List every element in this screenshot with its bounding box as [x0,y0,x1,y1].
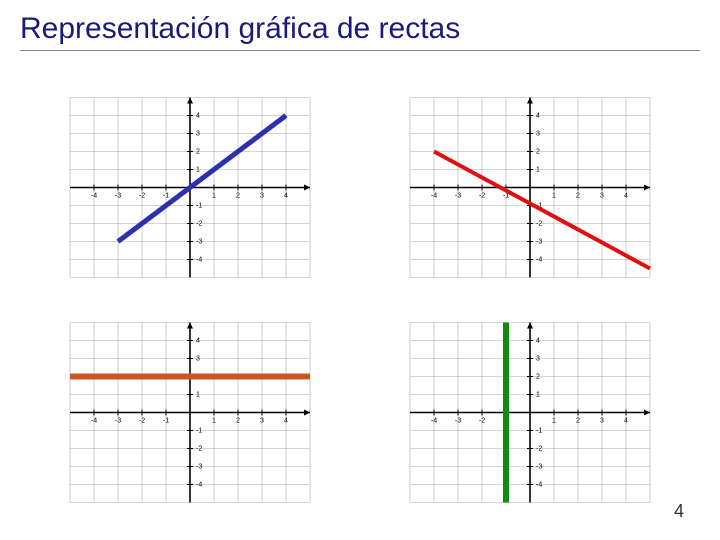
svg-text:4: 4 [196,113,200,120]
svg-text:2: 2 [536,149,540,156]
svg-text:1: 1 [212,418,216,425]
svg-text:4: 4 [284,418,288,425]
svg-text:-4: -4 [431,193,437,200]
svg-text:-4: -4 [196,482,202,489]
svg-text:1: 1 [536,167,540,174]
svg-text:-2: -2 [536,446,542,453]
svg-text:3: 3 [600,193,604,200]
svg-text:3: 3 [196,356,200,363]
svg-text:-3: -3 [536,239,542,246]
svg-text:4: 4 [536,113,540,120]
svg-text:1: 1 [196,392,200,399]
svg-text:-3: -3 [196,239,202,246]
svg-text:4: 4 [536,338,540,345]
coordinate-plane: -4-3-2-11234-4-3-2-11234 [400,305,660,520]
svg-text:-1: -1 [163,418,169,425]
svg-text:-2: -2 [139,193,145,200]
svg-text:-3: -3 [455,193,461,200]
svg-text:-1: -1 [196,203,202,210]
svg-text:3: 3 [196,131,200,138]
svg-text:-4: -4 [91,418,97,425]
slide-number: 4 [674,501,684,522]
charts-grid: -4-3-2-11234-4-3-2-11234 -4-3-2-11234-4-… [0,80,720,520]
svg-text:-1: -1 [163,193,169,200]
svg-text:1: 1 [536,392,540,399]
svg-text:3: 3 [536,356,540,363]
svg-text:1: 1 [212,193,216,200]
svg-text:-1: -1 [196,428,202,435]
svg-text:1: 1 [552,418,556,425]
svg-text:-3: -3 [115,418,121,425]
chart-top-left: -4 -3 -2 -1 1 2 3 4 -4 -3 -2 -1 1 2 3 4 [60,80,320,295]
svg-text:3: 3 [260,418,264,425]
svg-text:2: 2 [196,149,200,156]
svg-text:-3: -3 [536,464,542,471]
svg-text:-2: -2 [139,418,145,425]
plotted-line [434,152,650,269]
svg-text:-4: -4 [196,257,202,264]
svg-text:3: 3 [536,131,540,138]
chart-top-right: -4-3-2-11234-4-3-2-11234 [400,80,660,295]
svg-text:2: 2 [236,193,240,200]
svg-text:1: 1 [196,167,200,174]
svg-text:4: 4 [196,338,200,345]
svg-text:2: 2 [576,193,580,200]
coordinate-plane: -4-3-2-11234-4-3-2-11234 [400,80,660,295]
svg-text:-1: -1 [536,428,542,435]
coordinate-plane: -4-3-2-11234-4-3-2-11234 [60,305,320,520]
svg-text:-2: -2 [196,446,202,453]
svg-text:-2: -2 [196,221,202,228]
svg-text:4: 4 [624,193,628,200]
svg-text:-3: -3 [455,418,461,425]
svg-text:2: 2 [236,418,240,425]
svg-text:-4: -4 [431,418,437,425]
svg-text:3: 3 [260,193,264,200]
svg-text:-2: -2 [479,193,485,200]
coordinate-plane: -4 -3 -2 -1 1 2 3 4 -4 -3 -2 -1 1 2 3 4 [60,80,320,295]
svg-text:3: 3 [600,418,604,425]
svg-text:2: 2 [576,418,580,425]
page-title: Representación gráfica de rectas [20,12,700,51]
svg-text:4: 4 [284,193,288,200]
svg-text:-4: -4 [536,482,542,489]
svg-text:-4: -4 [91,193,97,200]
chart-bottom-right: -4-3-2-11234-4-3-2-11234 [400,305,660,520]
svg-text:-2: -2 [479,418,485,425]
svg-text:-4: -4 [536,257,542,264]
svg-text:-3: -3 [115,193,121,200]
svg-text:-2: -2 [536,221,542,228]
svg-text:4: 4 [624,418,628,425]
chart-bottom-left: -4-3-2-11234-4-3-2-11234 [60,305,320,520]
svg-text:1: 1 [552,193,556,200]
svg-text:2: 2 [536,374,540,381]
svg-text:-3: -3 [196,464,202,471]
